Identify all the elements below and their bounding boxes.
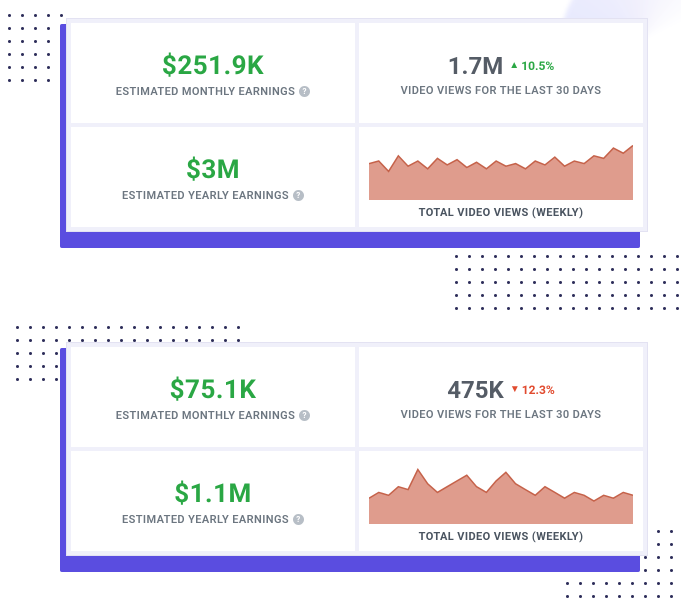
monthly-earnings-cell: $251.9K ESTIMATED MONTHLY EARNINGS ? (71, 23, 355, 123)
weekly-views-chart-cell: TOTAL VIDEO VIEWS (WEEKLY) (359, 127, 643, 227)
weekly-views-chart (369, 464, 633, 524)
arrow-up-icon: ▲ (509, 61, 519, 71)
views-30d-label: VIDEO VIEWS FOR THE LAST 30 DAYS (401, 84, 602, 97)
monthly-earnings-cell: $75.1K ESTIMATED MONTHLY EARNINGS ? (71, 347, 355, 447)
weekly-views-chart-cell: TOTAL VIDEO VIEWS (WEEKLY) (359, 451, 643, 551)
views-30d-value: 1.7M (448, 52, 504, 80)
monthly-earnings-value: $75.1K (170, 375, 257, 405)
help-icon[interactable]: ? (293, 190, 304, 201)
yearly-earnings-value: $1.1M (174, 479, 252, 509)
dot-pattern (455, 255, 679, 310)
views-30d-cell: 475K ▼12.3% VIDEO VIEWS FOR THE LAST 30 … (359, 347, 643, 447)
weekly-views-chart-label: TOTAL VIDEO VIEWS (WEEKLY) (419, 530, 584, 543)
yearly-earnings-label: ESTIMATED YEARLY EARNINGS ? (122, 189, 304, 202)
monthly-earnings-label: ESTIMATED MONTHLY EARNINGS ? (116, 409, 310, 422)
weekly-views-chart-label: TOTAL VIDEO VIEWS (WEEKLY) (419, 206, 584, 219)
weekly-views-chart (369, 140, 633, 200)
help-icon[interactable]: ? (299, 86, 310, 97)
stats-card: $251.9K ESTIMATED MONTHLY EARNINGS ? 1.7… (60, 24, 640, 248)
yearly-earnings-cell: $1.1M ESTIMATED YEARLY EARNINGS ? (71, 451, 355, 551)
views-30d-cell: 1.7M ▲10.5% VIDEO VIEWS FOR THE LAST 30 … (359, 23, 643, 123)
yearly-earnings-value: $3M (186, 155, 240, 185)
help-icon[interactable]: ? (299, 410, 310, 421)
help-icon[interactable]: ? (293, 514, 304, 525)
views-30d-delta: ▼12.3% (510, 383, 555, 397)
dot-pattern (8, 14, 63, 82)
views-30d-value: 475K (447, 376, 504, 404)
monthly-earnings-label: ESTIMATED MONTHLY EARNINGS ? (116, 85, 310, 98)
yearly-earnings-label: ESTIMATED YEARLY EARNINGS ? (122, 513, 304, 526)
monthly-earnings-value: $251.9K (162, 51, 264, 81)
views-30d-delta: ▲10.5% (509, 59, 554, 73)
yearly-earnings-cell: $3M ESTIMATED YEARLY EARNINGS ? (71, 127, 355, 227)
stats-card: $75.1K ESTIMATED MONTHLY EARNINGS ? 475K… (60, 348, 640, 572)
arrow-down-icon: ▼ (510, 385, 520, 395)
views-30d-label: VIDEO VIEWS FOR THE LAST 30 DAYS (401, 408, 602, 421)
